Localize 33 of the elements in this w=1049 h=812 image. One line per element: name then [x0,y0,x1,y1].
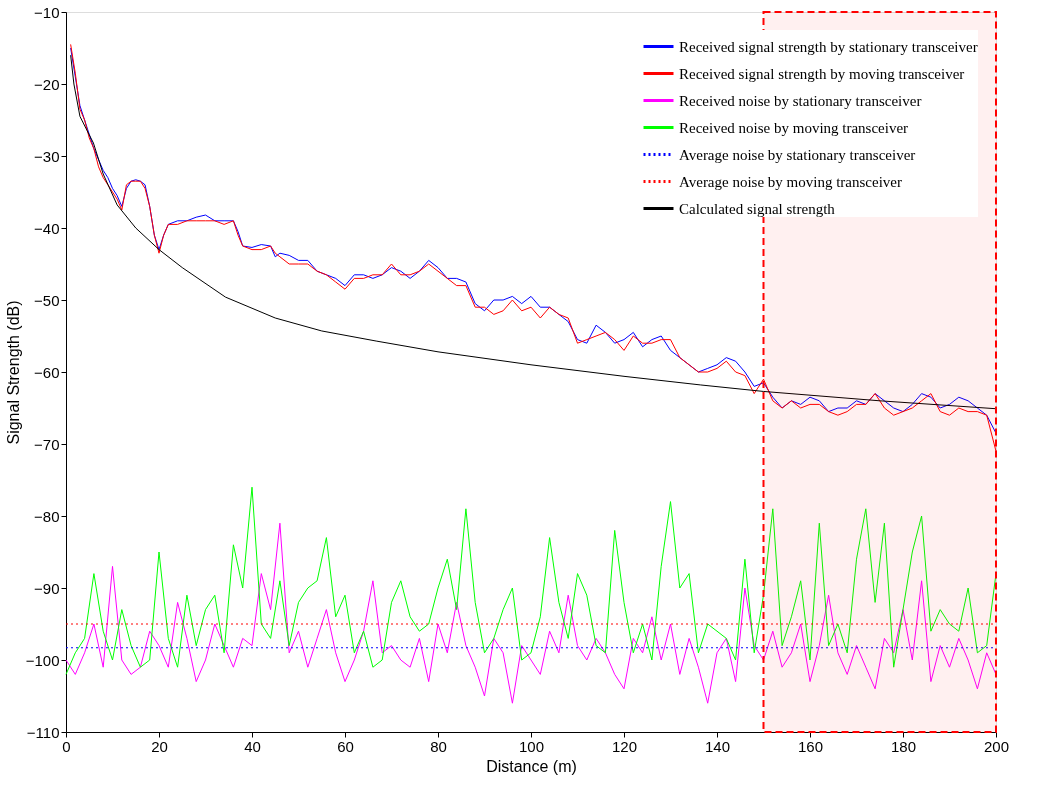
legend-label: Calculated signal strength [679,200,836,217]
legend-label: Received noise by stationary transceiver [679,92,922,109]
y-tick-label: −80 [34,507,60,525]
line-series [65,522,997,704]
x-tick-label: 120 [611,737,638,755]
y-tick-label: −40 [34,219,60,237]
x-tick-label: 20 [151,737,168,755]
x-tick-label: 40 [244,737,261,755]
y-tick-label: −10 [34,3,60,21]
y-tick-label: −70 [34,435,60,453]
x-tick-label: 100 [518,737,545,755]
legend-label: Average noise by moving transceiver [679,173,902,190]
y-tick-label: −30 [34,147,60,165]
x-tick-label: 0 [62,737,71,755]
x-tick-label: 200 [983,737,1010,755]
legend-label: Received signal strength by moving transceiver [679,65,965,82]
line-series [65,486,997,675]
x-tick-label: 60 [337,737,354,755]
x-tick-label: 160 [797,737,824,755]
legend-label: Average noise by stationary transceiver [679,146,916,163]
legend-label: Received signal strength by stationary transceiver [679,38,978,55]
y-tick-label: −100 [25,651,60,669]
x-tick-label: 180 [890,737,917,755]
legend-label: Received noise by moving transceiver [679,119,909,136]
y-tick-label: −20 [34,75,60,93]
y-tick-label: −110 [26,723,60,741]
y-tick-label: −60 [34,363,60,381]
x-tick-label: 80 [430,737,447,755]
x-tick-label: 140 [704,737,731,755]
y-axis-title: Signal Strength (dB) [4,300,22,445]
x-axis-title: Distance (m) [486,757,577,775]
y-tick-label: −90 [34,579,60,597]
y-tick-label: −50 [34,291,60,309]
